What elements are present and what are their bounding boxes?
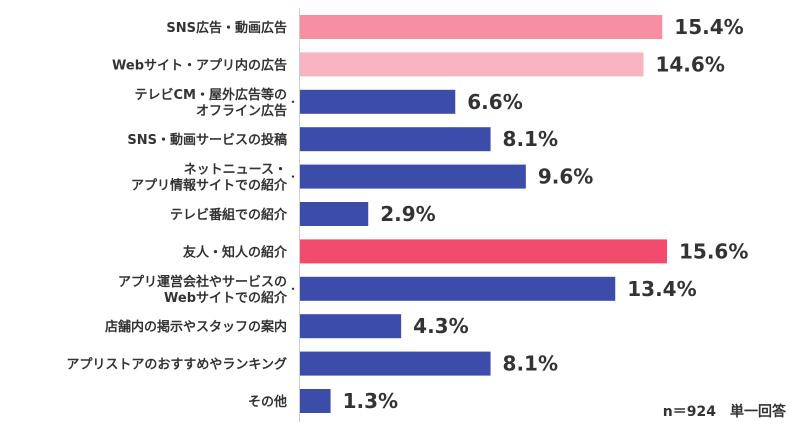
bar: [300, 15, 663, 39]
category-label: アプリ運営会社やサービスの: [118, 274, 287, 290]
category-label: SNS広告・動画広告: [166, 20, 287, 36]
value-label: 4.3%: [413, 314, 468, 338]
bar: [300, 351, 491, 376]
value-label: 8.1%: [503, 352, 558, 376]
category-label: アプリストアのおすすめやランキング: [66, 357, 287, 373]
category-label: 友人・知人の紹介: [183, 244, 288, 260]
value-label: 2.9%: [380, 202, 435, 226]
category-label: 店舗内の掲示やスタッフの案内: [105, 319, 287, 335]
category-label: ネットニュース・: [184, 163, 287, 178]
label-dot: [291, 175, 295, 178]
category-label: テレビCM・屋外広告等の: [135, 87, 287, 103]
bar: [300, 389, 331, 413]
value-label: 6.6%: [467, 90, 522, 114]
category-label: その他: [248, 394, 287, 410]
bar: [300, 127, 491, 152]
value-label: 15.6%: [679, 239, 748, 263]
bar: [300, 164, 526, 189]
category-label: Webサイト・アプリ内の広告: [112, 57, 287, 73]
label-dot: [291, 100, 295, 104]
value-label: 14.6%: [655, 52, 724, 76]
bar: [300, 239, 667, 264]
label-dot: [291, 287, 295, 290]
value-label: 9.6%: [538, 165, 593, 189]
bar: [300, 202, 369, 226]
value-label: 13.4%: [627, 277, 696, 301]
sample-note: n＝924 単一回答: [663, 403, 787, 420]
category-label: Webサイトでの紹介: [164, 290, 288, 306]
bar: [300, 276, 616, 301]
bar: [300, 314, 402, 339]
bar: [300, 89, 456, 114]
category-label: アプリ情報サイトでの紹介: [131, 178, 288, 194]
category-label: SNS・動画サービスの投稿: [127, 132, 287, 148]
value-label: 1.3%: [343, 389, 398, 413]
category-label: オフライン広告: [196, 103, 287, 119]
value-label: 8.1%: [503, 127, 558, 151]
category-label: テレビ番組での紹介: [170, 207, 288, 223]
value-label: 15.4%: [674, 15, 743, 39]
bar: [300, 52, 644, 77]
